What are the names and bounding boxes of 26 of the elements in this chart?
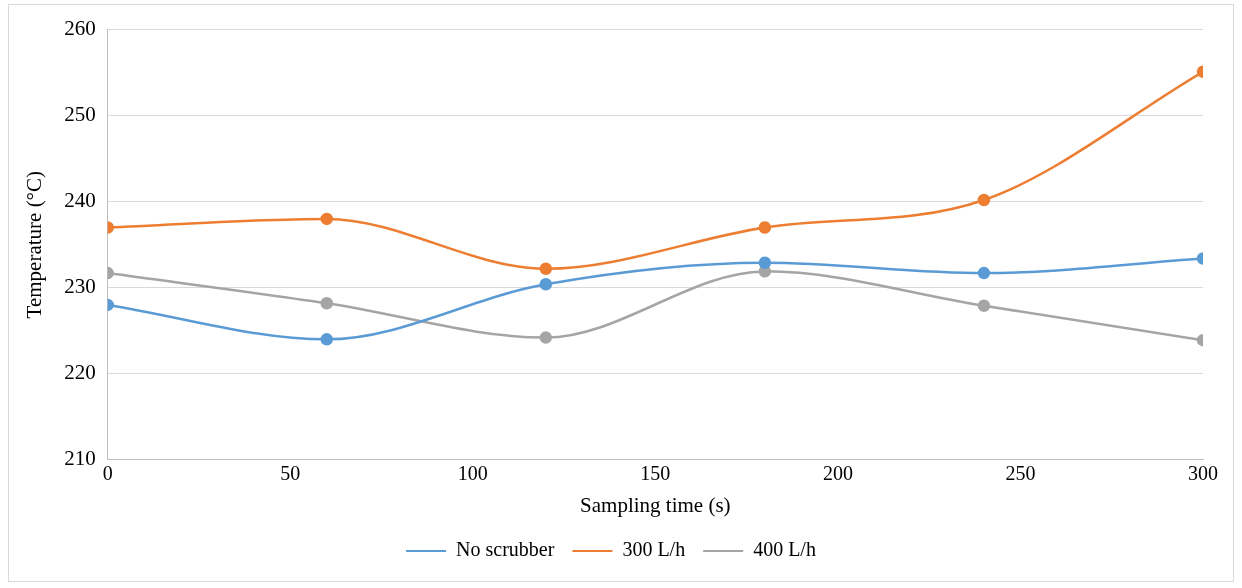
y-tick-label: 240 <box>64 188 96 213</box>
point <box>320 296 334 310</box>
point <box>758 221 772 234</box>
point <box>758 256 772 270</box>
y-tick-label: 230 <box>64 274 96 299</box>
legend-label: 400 L/h <box>753 538 816 561</box>
y-tick-label: 260 <box>64 16 96 41</box>
point <box>320 212 334 226</box>
y-tick-label: 220 <box>64 360 96 385</box>
x-tick-label: 200 <box>822 462 853 485</box>
y-tick-label: 250 <box>64 102 96 127</box>
legend-label: No scrubber <box>456 538 555 561</box>
y-axis-title: Temperature (°C) <box>22 170 47 319</box>
legend-label: 300 L/h <box>622 538 686 561</box>
point <box>539 262 553 276</box>
x-axis-title: Sampling time (s) <box>580 492 731 517</box>
x-tick-label: 100 <box>457 462 488 485</box>
x-tick-label: 250 <box>1005 462 1036 485</box>
point <box>539 278 553 291</box>
point <box>539 331 553 344</box>
x-tick-label: 50 <box>280 462 301 485</box>
x-tick-label: 150 <box>640 462 671 485</box>
x-tick-label: 0 <box>102 462 113 485</box>
y-tick-label: 210 <box>64 446 96 471</box>
point <box>320 333 334 346</box>
x-tick-label: 300 <box>1188 462 1218 485</box>
